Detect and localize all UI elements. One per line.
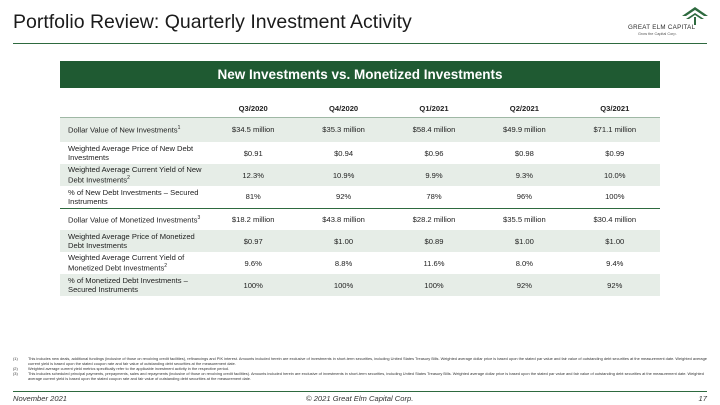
footnote-number: (2) — [13, 366, 18, 371]
footnote-text: This includes scheduled principal paymen… — [28, 371, 704, 381]
table-cell: 9.3% — [479, 164, 570, 186]
footnote-ref: 3 — [197, 214, 201, 221]
row-label: Dollar Value of Monetized Investments3 — [60, 207, 208, 230]
column-header: Q3/2020 — [208, 100, 299, 118]
table-cell: 100% — [298, 274, 389, 296]
table-cell: $49.9 million — [479, 117, 570, 142]
title-divider — [13, 43, 707, 44]
row-label: Weighted Average Price of Monetized Debt… — [60, 230, 208, 252]
footnote-text: Weighted average current yield metrics s… — [28, 366, 230, 371]
column-header: Q1/2021 — [388, 100, 480, 118]
table-cell: $1.00 — [479, 230, 570, 252]
row-label-text: % of Monetized Debt Investments – Secure… — [68, 276, 188, 294]
footnote-ref: 1 — [177, 125, 181, 132]
table-cell: 96% — [479, 186, 570, 209]
table-cell: $0.96 — [424, 148, 444, 158]
row-label-text: Dollar Value of Monetized Investments — [68, 215, 198, 225]
table-row: % of Monetized Debt Investments – Secure… — [60, 274, 660, 296]
logo-wordmark: GREAT ELM CAPITAL — [628, 24, 696, 31]
table-cell: $18.2 million — [208, 207, 299, 230]
footnote-ref: 2 — [127, 175, 130, 182]
row-label: Dollar Value of New Investments1 — [60, 117, 208, 142]
table-cell: $30.4 million — [569, 207, 660, 230]
row-label-text: % of New Debt Investments – Secured Inst… — [68, 187, 199, 206]
row-label: % of New Debt Investments – Secured Inst… — [60, 186, 208, 209]
column-header: Q4/2020 — [298, 100, 389, 118]
table-cell: 10.0% — [569, 164, 660, 186]
table-cell: $0.98 — [514, 148, 534, 158]
table-cell: $28.2 million — [388, 207, 480, 230]
logo-tagline: Grow the Capital Corp. — [638, 32, 677, 36]
tree-logo-icon — [682, 7, 708, 25]
table-cell: $35.3 million — [298, 117, 389, 142]
table-cell: 92% — [569, 274, 660, 296]
table-cell: $1.00 — [298, 230, 389, 252]
table-cell: 100% — [208, 274, 299, 296]
table-cell: 11.6% — [423, 258, 445, 268]
row-label-text: Weighted Average Current Yield of New De… — [68, 165, 202, 185]
footnote-number: (3) — [13, 371, 18, 376]
row-label-text: Weighted Average Price of Monetized Debt… — [68, 232, 195, 250]
table-cell: $0.94 — [334, 148, 354, 158]
row-label: Weighted Average Current Yield of Moneti… — [60, 252, 208, 274]
table-cell: $0.89 — [388, 230, 480, 252]
table-cell: 10.9% — [298, 164, 389, 186]
column-header: Q2/2021 — [479, 100, 570, 118]
table-cell: 92% — [479, 274, 570, 296]
page-number: 17 — [698, 394, 707, 403]
table-cell: $43.8 million — [298, 207, 389, 230]
table-row: Weighted Average Price of Monetized Debt… — [60, 230, 660, 252]
table-cell: 78% — [388, 186, 480, 209]
table-cell: 8.8% — [334, 258, 353, 268]
row-label-text: Dollar Value of New Investments — [68, 126, 178, 136]
table-cell: 81% — [208, 186, 299, 209]
footer-copyright: © 2021 Great Elm Capital Corp. — [306, 394, 414, 403]
table-row: Weighted Average Current Yield of Moneti… — [60, 252, 660, 274]
footnote: (3) This includes scheduled principal pay… — [13, 371, 707, 381]
table-cell: 100% — [569, 186, 660, 209]
footnotes: (1) This includes new deals, additional f… — [13, 356, 707, 381]
row-label-text: Weighted Average Price of New Debt Inves… — [68, 144, 194, 162]
table-cell: $35.5 million — [479, 207, 570, 230]
footnote-number: (1) — [13, 356, 18, 361]
table-row: % of New Debt Investments – Secured Inst… — [60, 186, 660, 209]
table-row: Dollar Value of Monetized Investments3 $1… — [60, 207, 660, 230]
section-banner: New Investments vs. Monetized Investment… — [60, 61, 660, 88]
footnote: (1) This includes new deals, additional f… — [13, 356, 707, 366]
table-cell: $0.99 — [605, 148, 625, 158]
table-row: Dollar Value of New Investments1 $34.5 mi… — [60, 117, 660, 142]
row-label: % of Monetized Debt Investments – Secure… — [60, 274, 208, 296]
table-cell: 12.3% — [208, 164, 299, 186]
table-row: Weighted Average Price of New Debt Inves… — [60, 142, 660, 164]
table-cell: 8.0% — [515, 258, 534, 268]
row-label: Weighted Average Current Yield of New De… — [60, 164, 208, 186]
table-cell: 100% — [388, 274, 480, 296]
table-header-row: Q3/2020 Q4/2020 Q1/2021 Q2/2021 Q3/2021 — [60, 100, 660, 118]
table-row: Weighted Average Current Yield of New De… — [60, 164, 660, 186]
footer-divider — [13, 391, 707, 392]
footnote-text: This includes new deals, additional fund… — [28, 356, 707, 366]
table-cell: 9.4% — [606, 258, 624, 268]
table-cell: $71.1 million — [569, 117, 660, 142]
footer-date: November 2021 — [13, 394, 68, 403]
investment-activity-table: Q3/2020 Q4/2020 Q1/2021 Q2/2021 Q3/2021 … — [60, 100, 660, 296]
table-cell: 9.6% — [244, 258, 262, 268]
table-cell: $0.97 — [208, 230, 299, 252]
row-label: Weighted Average Price of New Debt Inves… — [60, 142, 208, 164]
column-header: Q3/2021 — [569, 100, 660, 118]
table-cell: 9.9% — [388, 164, 480, 186]
company-logo: GREAT ELM CAPITAL Grow the Capital Corp. — [628, 6, 710, 40]
row-label-text: Weighted Average Current Yield of Moneti… — [68, 253, 185, 273]
table-cell: $34.5 million — [208, 117, 299, 142]
footnote-ref: 2 — [164, 263, 168, 270]
table-cell: $0.91 — [243, 148, 263, 158]
page-title: Portfolio Review: Quarterly Investment A… — [13, 11, 412, 33]
column-header — [60, 100, 208, 118]
footnote: (2) Weighted average current yield metric… — [13, 366, 707, 371]
table-cell: 92% — [298, 186, 389, 209]
table-cell: $58.4 million — [388, 117, 480, 142]
table-cell: $1.00 — [569, 230, 660, 252]
